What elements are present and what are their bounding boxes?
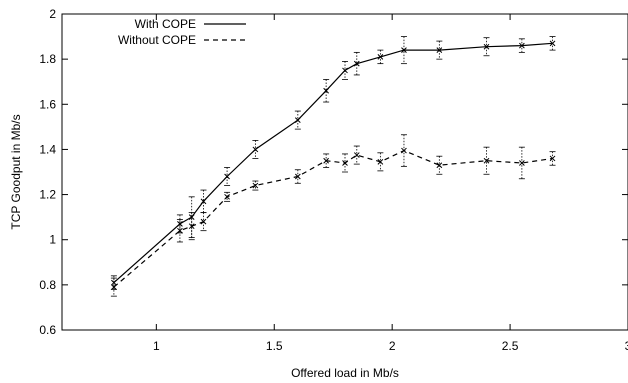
data-point (342, 160, 348, 166)
x-tick-label: 2.5 (502, 339, 519, 353)
series-with-cope (110, 36, 556, 290)
series-line (113, 42, 553, 284)
axis-ticks: 1 1.5 2 2.5 3 0.6 0.8 1 1.2 1.4 1.6 1.8 2 (39, 7, 628, 353)
series-layer (110, 36, 556, 297)
data-point (294, 117, 301, 123)
y-tick-label: 1.8 (39, 52, 56, 66)
data-point (483, 157, 490, 164)
data-point (353, 60, 360, 67)
x-tick-label: 1 (153, 339, 160, 353)
legend-item: Without COPE (118, 33, 246, 47)
plot-frame (61, 13, 628, 331)
data-point (224, 173, 230, 180)
y-tick-label: 1.6 (39, 97, 56, 111)
data-point (200, 218, 207, 225)
data-point (294, 173, 301, 180)
y-tick-label: 1.2 (39, 188, 56, 202)
data-point (353, 152, 360, 158)
data-point (188, 223, 195, 230)
data-point (436, 47, 443, 53)
data-point (483, 43, 490, 50)
data-point (323, 157, 329, 164)
data-point (323, 87, 329, 94)
data-point (111, 279, 117, 286)
legend: With COPE Without COPE (118, 17, 246, 47)
data-point (224, 193, 230, 200)
x-axis-title: Offered load in Mb/s (291, 366, 399, 380)
data-point (519, 42, 525, 49)
series-line (113, 149, 553, 288)
legend-item: With COPE (135, 17, 246, 31)
series-without-cope (110, 134, 556, 297)
x-tick-label: 3 (625, 339, 628, 353)
y-tick-label: 2 (49, 7, 56, 21)
data-point (252, 182, 259, 189)
data-point (377, 158, 384, 165)
data-point (188, 214, 195, 220)
x-tick-label: 2 (389, 339, 396, 353)
data-point (401, 47, 407, 53)
data-point (549, 40, 556, 47)
y-tick-label: 1.4 (39, 142, 56, 156)
data-point (519, 160, 525, 166)
data-point (342, 67, 348, 74)
data-point (111, 284, 117, 290)
legend-label: Without COPE (118, 33, 196, 47)
y-tick-label: 0.8 (39, 278, 56, 292)
data-point (177, 227, 183, 234)
y-axis-title: TCP Goodput in Mb/s (9, 114, 23, 229)
data-point (252, 146, 259, 153)
y-tick-label: 1 (49, 233, 56, 247)
data-point (200, 198, 207, 205)
data-point (177, 221, 183, 227)
data-point (401, 147, 407, 154)
x-tick-label: 1.5 (266, 339, 283, 353)
data-point (436, 162, 443, 169)
y-tick-label: 0.6 (39, 323, 56, 337)
legend-label: With COPE (135, 17, 196, 31)
data-point (377, 54, 384, 60)
data-point (549, 155, 556, 162)
